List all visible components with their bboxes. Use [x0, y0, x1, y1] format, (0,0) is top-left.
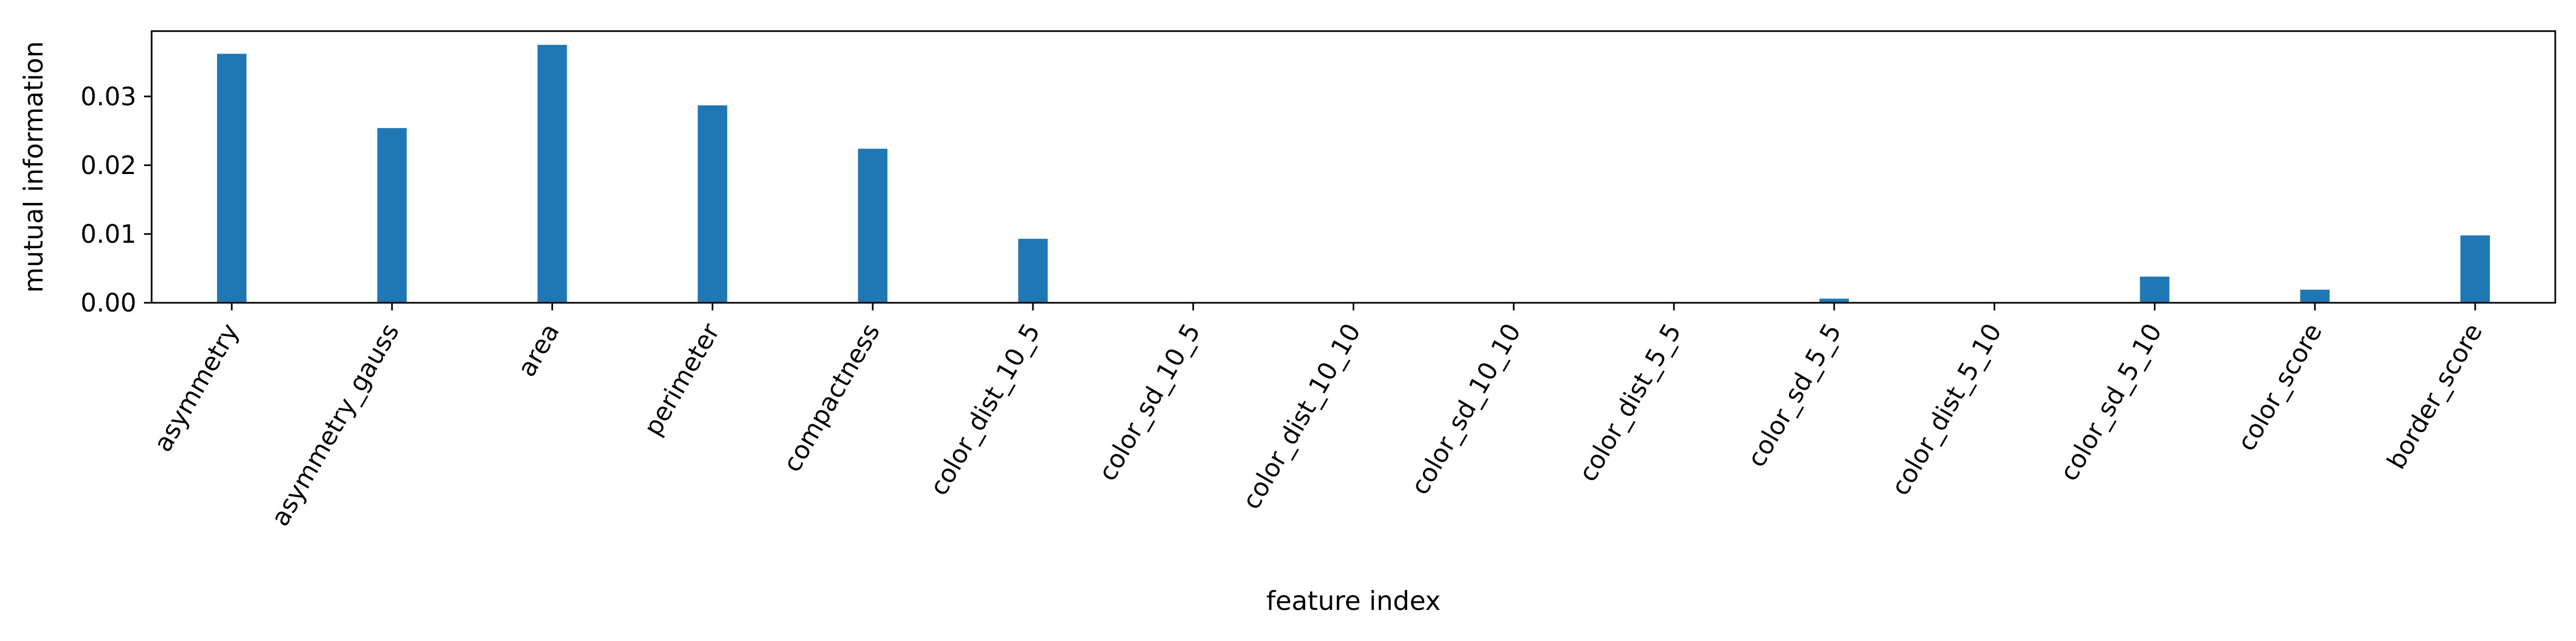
x-tick-label: color_score: [2231, 319, 2328, 456]
y-tick-label: 0.03: [81, 82, 136, 111]
x-tick-label: color_dist_5_10: [1885, 319, 2007, 501]
y-tick-label: 0.01: [81, 219, 136, 249]
x-tick-label: color_sd_10_10: [1405, 319, 1527, 500]
x-tick-label: color_dist_10_10: [1236, 319, 1366, 514]
axes-frame: [151, 30, 2556, 304]
y-axis-ticks: 0.00 0.01 0.02 0.03: [81, 82, 152, 317]
bars: [217, 45, 2490, 303]
x-tick-label: area: [512, 319, 565, 382]
x-tick-label: color_sd_10_5: [1092, 319, 1206, 486]
x-axis-ticks: asymmetry asymmetry_gauss area perimeter com…: [148, 303, 2488, 531]
bar-compactness: [858, 148, 888, 303]
x-tick-label: asymmetry_gauss: [265, 319, 405, 531]
bar-asymmetry: [217, 53, 247, 303]
x-tick-label: color_dist_5_5: [1572, 319, 1686, 487]
x-tick-label: asymmetry: [148, 319, 244, 457]
y-tick-label: 0.02: [81, 151, 136, 180]
y-axis-label: mutual information: [19, 41, 49, 292]
x-tick-label: color_dist_10_5: [924, 319, 1046, 501]
bar-color_dist_10_5: [1018, 238, 1048, 303]
y-tick-label: 0.00: [81, 288, 136, 317]
x-tick-label: color_sd_5_10: [2054, 319, 2167, 486]
x-tick-label: border_score: [2381, 319, 2488, 474]
bar-color_sd_5_10: [2140, 277, 2170, 303]
bar-color_score: [2300, 290, 2330, 303]
x-tick-label: perimeter: [638, 318, 725, 440]
x-tick-label: compactness: [777, 319, 886, 477]
bar-perimeter: [698, 105, 728, 303]
x-tick-label: color_sd_5_5: [1742, 319, 1847, 472]
bar-asymmetry_gauss: [377, 128, 407, 303]
bar-area: [537, 45, 567, 303]
bar-color_sd_5_5: [1819, 298, 1849, 303]
x-axis-label: feature index: [1266, 586, 1441, 616]
bar-border_score: [2460, 235, 2490, 303]
